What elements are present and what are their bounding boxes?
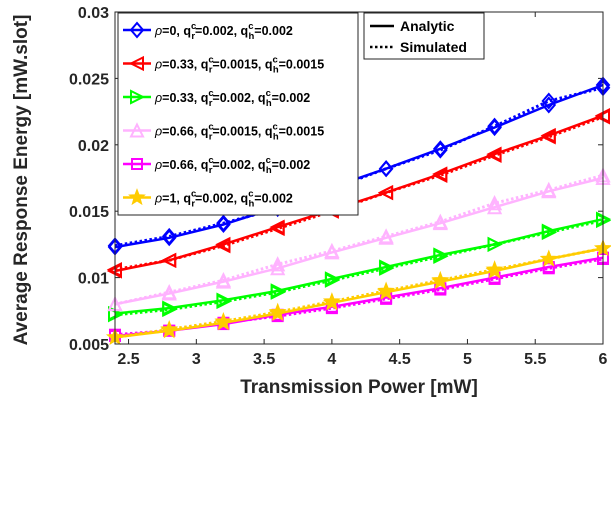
triangle-left-marker — [540, 129, 556, 145]
triangle-up-marker — [161, 283, 177, 300]
diamond-marker — [129, 21, 145, 39]
triangle-up-marker — [215, 272, 232, 288]
star-marker — [322, 292, 341, 310]
triangle-right-marker — [324, 272, 341, 288]
triangle-up-marker — [432, 213, 448, 229]
square-marker — [131, 158, 143, 170]
x-tick-label: 3.5 — [253, 351, 275, 368]
legend-label: ρ=0.33, qc r=0.002, qc h=0.002 — [154, 88, 310, 109]
x-tick-label: 6 — [599, 351, 608, 368]
triangle-up-marker — [486, 194, 503, 211]
legend-label: ρ=0.33, qc r=0.0015, qc h=0.0015 — [154, 55, 324, 76]
triangle-left-marker — [486, 147, 502, 164]
legend-label: ρ=1, qc r=0.002, qc h=0.002 — [154, 189, 293, 210]
line-legend-label: Analytic — [400, 18, 455, 34]
simulated-line — [114, 246, 604, 339]
star-marker — [160, 320, 179, 338]
x-tick-label: 5.5 — [524, 351, 546, 368]
triangle-right-marker — [379, 260, 395, 276]
triangle-left-marker — [432, 167, 448, 183]
triangle-up-marker — [129, 122, 145, 138]
triangle-left-marker — [160, 252, 177, 268]
line-legend-label: Simulated — [400, 39, 467, 55]
x-tick-label: 2.5 — [117, 351, 139, 368]
x-tick-label: 3 — [192, 351, 201, 368]
triangle-right-marker — [487, 236, 503, 253]
x-axis-label: Transmission Power [mW] — [240, 377, 478, 398]
analytic-line — [114, 83, 604, 249]
triangle-right-marker — [216, 293, 232, 310]
triangle-left-marker — [269, 220, 285, 237]
star-marker — [539, 249, 558, 267]
diamond-marker — [487, 117, 502, 135]
y-tick-label: 0.025 — [69, 71, 109, 88]
y-tick-label: 0.015 — [69, 204, 109, 221]
legend-entry-5: ρ=0.66, qc r=0.002, qc h=0.002 — [123, 155, 310, 176]
star-marker — [214, 311, 233, 330]
triangle-left-marker — [377, 184, 394, 201]
star-marker — [377, 281, 396, 299]
legend-entry-2: ρ=0.33, qc r=0.0015, qc h=0.0015 — [123, 55, 324, 76]
legend-label: ρ=0.66, qc r=0.002, qc h=0.002 — [154, 155, 310, 176]
line-legend-box — [363, 12, 485, 60]
triangle-right-marker — [270, 284, 286, 300]
line-style-legend: Analytic Simulated — [363, 12, 485, 60]
legend-entry-1: ρ=0, qc r=0.002, qc h=0.002 — [123, 21, 293, 42]
y-tick-label: 0.01 — [78, 271, 109, 288]
star-marker — [128, 188, 146, 206]
x-tick-label: 4.5 — [389, 351, 411, 368]
diamond-marker — [541, 92, 557, 110]
y-tick-label: 0.02 — [78, 138, 109, 155]
diamond-marker — [433, 141, 448, 159]
axes-box — [114, 11, 604, 345]
y-tick-label: 0.005 — [69, 337, 109, 354]
line-legend-entry-1: Analytic — [370, 18, 455, 34]
triangle-right-marker — [541, 224, 558, 241]
series-legend-box — [117, 12, 359, 216]
legend-label: ρ=0.66, qc r=0.0015, qc h=0.0015 — [154, 122, 324, 143]
triangle-right-marker — [162, 301, 178, 318]
triangle-up-marker — [324, 242, 340, 259]
triangle-up-marker — [378, 228, 394, 244]
diamond-marker — [161, 227, 177, 245]
plot-frame — [114, 11, 604, 345]
square-marker — [542, 262, 555, 275]
legend-entry-3: ρ=0.33, qc r=0.002, qc h=0.002 — [123, 88, 310, 109]
triangle-up-marker — [270, 256, 286, 272]
triangle-left-marker — [128, 55, 144, 72]
diamond-marker — [216, 214, 231, 232]
triangle-left-marker — [215, 238, 231, 254]
triangle-right-marker — [433, 248, 449, 264]
legend-label: ρ=0, qc r=0.002, qc h=0.002 — [154, 21, 293, 42]
triangle-up-marker — [270, 260, 286, 276]
x-tick-label: 4 — [327, 351, 336, 368]
x-tick-label: 5 — [463, 351, 472, 368]
star-marker — [268, 302, 287, 320]
y-tick-label: 0.03 — [78, 5, 109, 22]
y-axis-label: Average Response Energy [mW.slot] — [11, 15, 32, 346]
series-legend: ρ=0, qc r=0.002, qc h=0.002 ρ=0.33, qc r=0.0… — [117, 12, 359, 216]
triangle-up-marker — [486, 198, 503, 215]
triangle-up-marker — [541, 181, 557, 197]
simulated-line — [114, 173, 604, 306]
star-marker — [485, 260, 504, 278]
star-marker — [431, 270, 450, 288]
simulated-line — [114, 219, 604, 317]
triangle-right-marker — [130, 89, 146, 105]
series-4 — [107, 167, 611, 312]
diamond-marker — [378, 160, 394, 178]
line-legend-entry-2: Simulated — [370, 39, 467, 55]
legend-entry-4: ρ=0.66, qc r=0.0015, qc h=0.0015 — [123, 122, 324, 143]
legend-entry-6: ρ=1, qc r=0.002, qc h=0.002 — [123, 188, 293, 210]
simulated-line — [114, 115, 604, 272]
series-2 — [106, 107, 610, 279]
